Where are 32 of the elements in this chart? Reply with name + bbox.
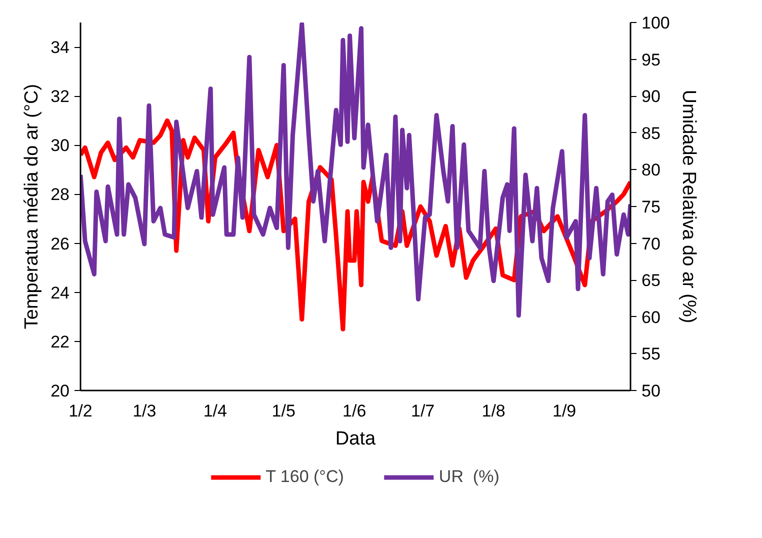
y-tick-label: 32: [50, 87, 70, 106]
x-tick-label: 1/8: [482, 402, 506, 420]
y2-tick-label: 100: [642, 14, 670, 32]
x-tick-label: 1/4: [203, 402, 227, 420]
y2-tick-label: 75: [642, 198, 660, 216]
y2-tick-label: 60: [642, 308, 660, 327]
legend-label: UR (%): [438, 467, 500, 487]
y2-tick-label: 70: [642, 234, 660, 254]
x-tick-label: 1/3: [132, 402, 156, 420]
x-axis-title: Data: [335, 428, 376, 450]
y2-tick-label: 90: [642, 87, 660, 106]
y-tick-label: 30: [50, 136, 70, 156]
x-tick-label: 1/9: [552, 402, 576, 420]
y-tick-label: 34: [50, 38, 70, 58]
x-tick-label: 1/2: [68, 402, 92, 420]
y2-tick-label: 50: [642, 382, 660, 400]
x-tick-label: 1/5: [272, 402, 296, 420]
x-tick-label: 1/7: [411, 402, 435, 420]
y-axis-title: Temperatua média do ar (°C): [22, 84, 43, 330]
y-tick-label: 20: [50, 382, 70, 400]
y-tick-label: 28: [50, 185, 70, 204]
y2-axis-title: Umidade Relativa do ar (%): [678, 90, 699, 324]
y-tick-label: 22: [50, 332, 70, 352]
y2-tick-label: 80: [642, 160, 660, 180]
x-tick-label: 1/6: [342, 402, 366, 420]
legend-label: T 160 (°C): [266, 467, 344, 487]
y2-tick-label: 95: [642, 50, 660, 70]
y2-tick-label: 85: [642, 124, 660, 143]
y-tick-label: 24: [50, 283, 70, 302]
y2-tick-label: 65: [642, 271, 660, 290]
y-tick-label: 26: [50, 234, 70, 254]
y2-tick-label: 55: [642, 344, 660, 364]
